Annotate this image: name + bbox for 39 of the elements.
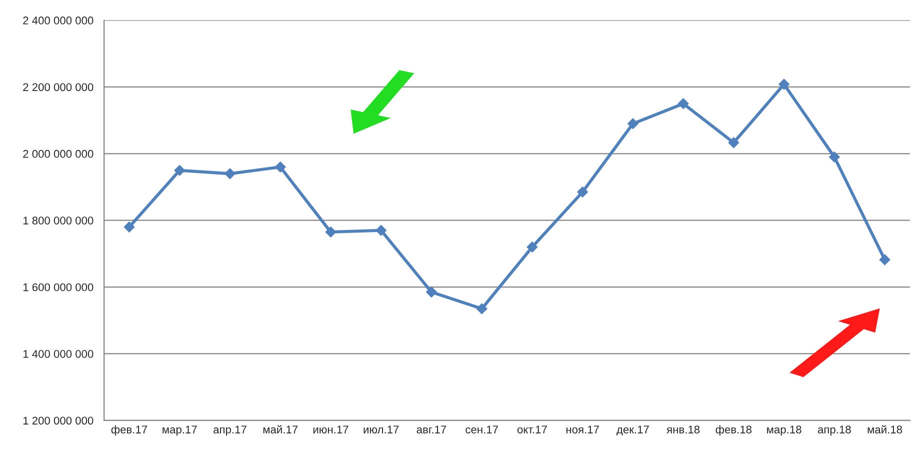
point — [376, 224, 387, 236]
x-tick-label: окт.17 — [517, 426, 547, 434]
point — [476, 303, 488, 314]
x-tick-label: сен.17 — [466, 426, 498, 434]
y-tick-label: 2 000 000 000 — [23, 150, 94, 158]
x-tick-label: ноя.17 — [566, 426, 599, 434]
point — [526, 242, 538, 252]
point — [124, 222, 135, 232]
x-tick-label: май.17 — [263, 425, 298, 434]
x-tick-label: янв.18 — [666, 426, 700, 434]
point — [274, 162, 286, 172]
x-tick-label: апр.18 — [818, 426, 851, 436]
point — [627, 118, 638, 130]
x-tick-label: июн.17 — [313, 426, 348, 434]
x-tick-label: июл.17 — [364, 426, 399, 434]
point — [426, 286, 437, 298]
point — [879, 254, 890, 266]
y-tick-label: 1 600 000 000 — [23, 283, 94, 292]
point — [224, 168, 236, 180]
point — [174, 164, 186, 176]
x-tick-label: фев.18 — [716, 425, 752, 436]
x-tick-label: май.18 — [868, 425, 902, 434]
point — [678, 98, 689, 110]
x-tick-label: мар.18 — [767, 426, 802, 436]
x-tick-label: мар.17 — [162, 426, 197, 436]
point — [828, 152, 840, 162]
x-tick-label: фев.17 — [111, 425, 148, 436]
x-tick-label: дек.17 — [616, 426, 649, 436]
y-tick-label: 1 200 000 000 — [23, 416, 94, 425]
x-tick-label: апр.17 — [214, 426, 246, 436]
x-tick-label: авг.17 — [416, 426, 446, 434]
point — [325, 226, 336, 238]
point — [728, 137, 740, 148]
point — [778, 78, 790, 90]
point — [577, 186, 588, 198]
y-tick-label: 2 200 000 000 — [23, 83, 94, 92]
y-tick-label: 1 400 000 000 — [23, 350, 94, 358]
y-tick-label: 1 800 000 000 — [23, 216, 94, 224]
y-tick-label: 2 400 000 000 — [23, 16, 94, 24]
